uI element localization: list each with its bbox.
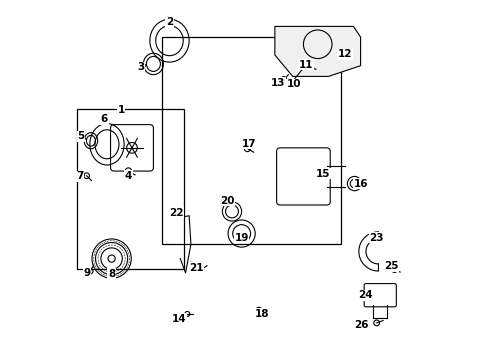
Bar bbox=[162, 37, 340, 244]
Text: 4: 4 bbox=[124, 171, 132, 181]
Text: 5: 5 bbox=[77, 131, 84, 141]
Text: 24: 24 bbox=[357, 290, 372, 300]
Text: 17: 17 bbox=[241, 139, 256, 149]
Text: 7: 7 bbox=[76, 171, 83, 181]
Text: 10: 10 bbox=[286, 79, 301, 89]
Text: 26: 26 bbox=[353, 320, 367, 330]
Text: 20: 20 bbox=[220, 196, 234, 206]
Text: 23: 23 bbox=[368, 233, 383, 243]
Text: 11: 11 bbox=[298, 60, 312, 70]
Polygon shape bbox=[274, 26, 360, 76]
Bar bbox=[77, 109, 183, 269]
Text: 13: 13 bbox=[271, 78, 285, 88]
Text: 1: 1 bbox=[118, 105, 124, 115]
Text: 12: 12 bbox=[337, 49, 352, 59]
Text: 3: 3 bbox=[137, 63, 144, 72]
Text: 19: 19 bbox=[234, 233, 248, 243]
Text: 25: 25 bbox=[384, 261, 398, 271]
Text: 2: 2 bbox=[165, 17, 173, 27]
Text: 15: 15 bbox=[315, 168, 330, 179]
Text: 22: 22 bbox=[168, 208, 183, 218]
Text: 21: 21 bbox=[189, 262, 203, 273]
Text: 6: 6 bbox=[101, 114, 108, 124]
Text: 18: 18 bbox=[255, 309, 269, 319]
Text: 16: 16 bbox=[353, 179, 367, 189]
Text: 9: 9 bbox=[83, 268, 91, 278]
Text: 8: 8 bbox=[108, 269, 115, 279]
Text: 14: 14 bbox=[172, 314, 186, 324]
